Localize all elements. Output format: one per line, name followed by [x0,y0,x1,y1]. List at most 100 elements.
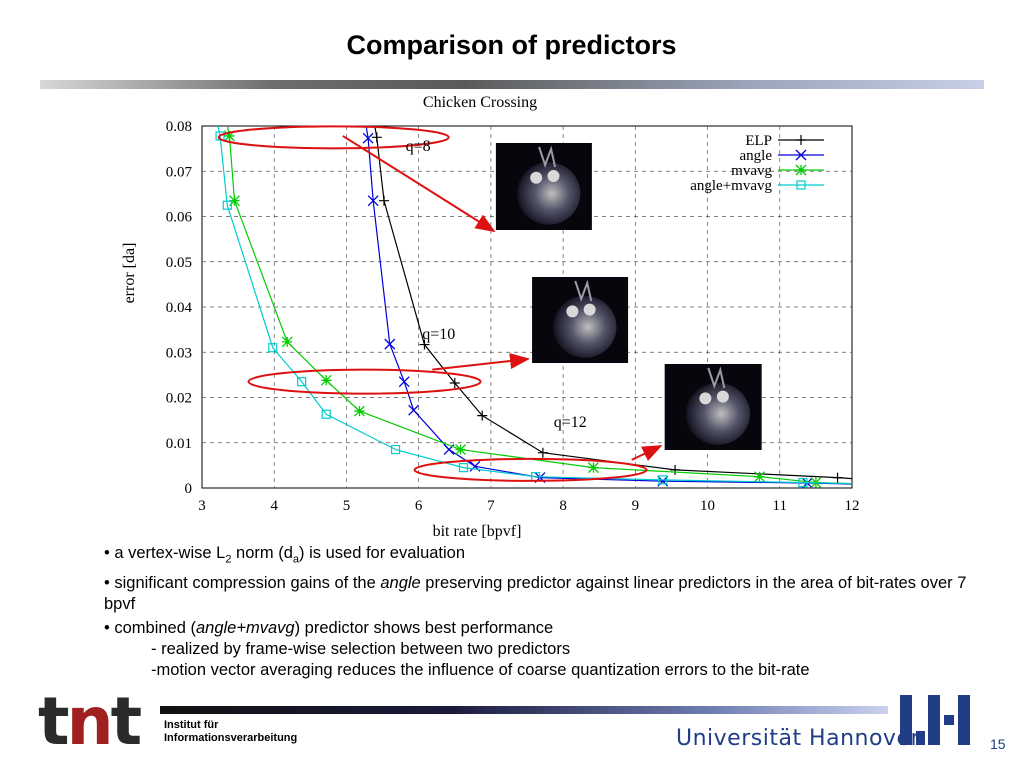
data-point [408,404,420,416]
page-number: 15 [990,736,1006,752]
data-point [657,475,669,487]
bullet-text: norm (d [231,544,293,562]
chicken-comb-icon [574,279,593,302]
university-logo-icon [900,695,970,745]
x-tick-label: 6 [415,498,423,514]
institute-line-1: Institut für [164,719,219,731]
bullet-item: • a vertex-wise L2 norm (da) is used for… [104,543,994,570]
bullet-text: preserving predictor against linear pred… [104,574,967,614]
chicken-eye-icon [699,392,712,405]
bullet-list: • a vertex-wise L2 norm (da) is used for… [104,543,994,681]
emphasis-text: angle+mvavg [195,619,295,638]
y-tick-label: 0.05 [166,255,192,271]
data-point [362,132,374,144]
data-point [367,195,379,207]
legend-label: mvavg [731,163,772,179]
y-tick-label: 0.02 [166,391,192,407]
x-tick-label: 12 [845,498,860,514]
data-point [371,132,382,143]
x-tick-label: 10 [700,498,715,514]
x-tick-label: 9 [632,498,640,514]
data-point [353,405,365,417]
y-axis-label: error [da] [121,243,138,304]
data-point [658,475,668,485]
x-tick-label: 5 [343,498,351,514]
bullet-text: ) predictor shows best performance [294,619,554,638]
data-point [223,130,235,142]
quantization-label: q=8 [406,138,431,155]
quantization-label: q=12 [554,414,587,431]
x-tick-label: 8 [559,498,567,514]
chicken-eye-icon [547,170,560,183]
annotation-arrow [342,135,496,233]
y-tick-label: 0.08 [166,119,192,135]
tnt-logo: tnt [38,683,142,760]
data-point [398,376,410,388]
legend-label: angle [740,148,773,164]
series-line [365,125,853,485]
bullet-text: • combined ( [104,619,196,638]
annotation-arrow [432,353,531,371]
data-point [795,164,807,176]
subscript-text: a [292,553,300,566]
legend-label: ELP [745,133,772,149]
x-tick-label: 4 [270,498,278,514]
slide-title: Comparison of predictors [346,30,677,60]
y-tick-label: 0.04 [166,300,193,316]
footer-divider [160,706,888,714]
chicken-comb-icon [707,366,726,389]
institute-line-2: Informationsverarbeitung [164,732,298,744]
y-tick-label: 0.07 [166,164,193,180]
data-point [796,180,806,190]
x-tick-label: 3 [198,498,206,514]
data-point [222,200,232,210]
highlight-ellipse-q8 [217,125,450,150]
annotation-arrow [631,445,663,462]
series-line [217,125,853,485]
x-tick-label: 7 [487,498,495,514]
data-point [477,410,488,421]
x-tick-label: 11 [773,498,787,514]
data-point [798,477,808,488]
data-point [832,472,843,483]
chicken-figure-icon [686,382,751,445]
university-name: Universität Hannover [676,726,921,751]
series-mvavg [223,125,853,489]
sub-bullet-item: - realized by frame-wise selection betwe… [151,640,571,659]
data-point [587,462,599,474]
y-tick-label: 0.01 [166,436,192,452]
bullet-item: • significant compression gains of the a… [104,573,994,615]
data-point [320,374,332,386]
data-point [754,471,766,483]
data-point [379,195,389,206]
bullet-item: • combined (angle+mvavg) predictor shows… [104,618,994,639]
chicken-eye-icon [583,303,596,316]
emphasis-text: angle [380,574,421,593]
chicken-frame-thumbnail [664,364,762,450]
chicken-eye-icon [530,171,543,184]
data-point [268,343,278,353]
data-point [537,447,548,458]
chicken-frame-thumbnail [495,143,592,230]
data-point [795,149,807,161]
highlight-ellipse-q12 [413,457,648,482]
highlight-ellipse-q10 [247,368,482,395]
data-point [670,464,681,475]
sub-bullet-item: -motion vector averaging reduces the inf… [151,661,810,680]
y-tick-label: 0 [185,481,193,497]
quantization-label: q=10 [422,326,455,343]
data-point [419,339,430,350]
chart-title: Chicken Crossing [423,94,537,111]
data-point [321,409,331,419]
data-point [384,338,396,350]
data-point [796,135,806,145]
chicken-figure-icon [553,295,617,358]
bullet-text: • a vertex-wise L [104,544,226,562]
y-tick-label: 0.03 [166,345,192,361]
chicken-frame-thumbnail [532,277,629,363]
chicken-comb-icon [538,145,557,168]
data-point [455,444,467,455]
bullet-text: ) is used for evaluation [299,544,466,562]
data-point [390,444,401,455]
data-point [229,195,240,207]
